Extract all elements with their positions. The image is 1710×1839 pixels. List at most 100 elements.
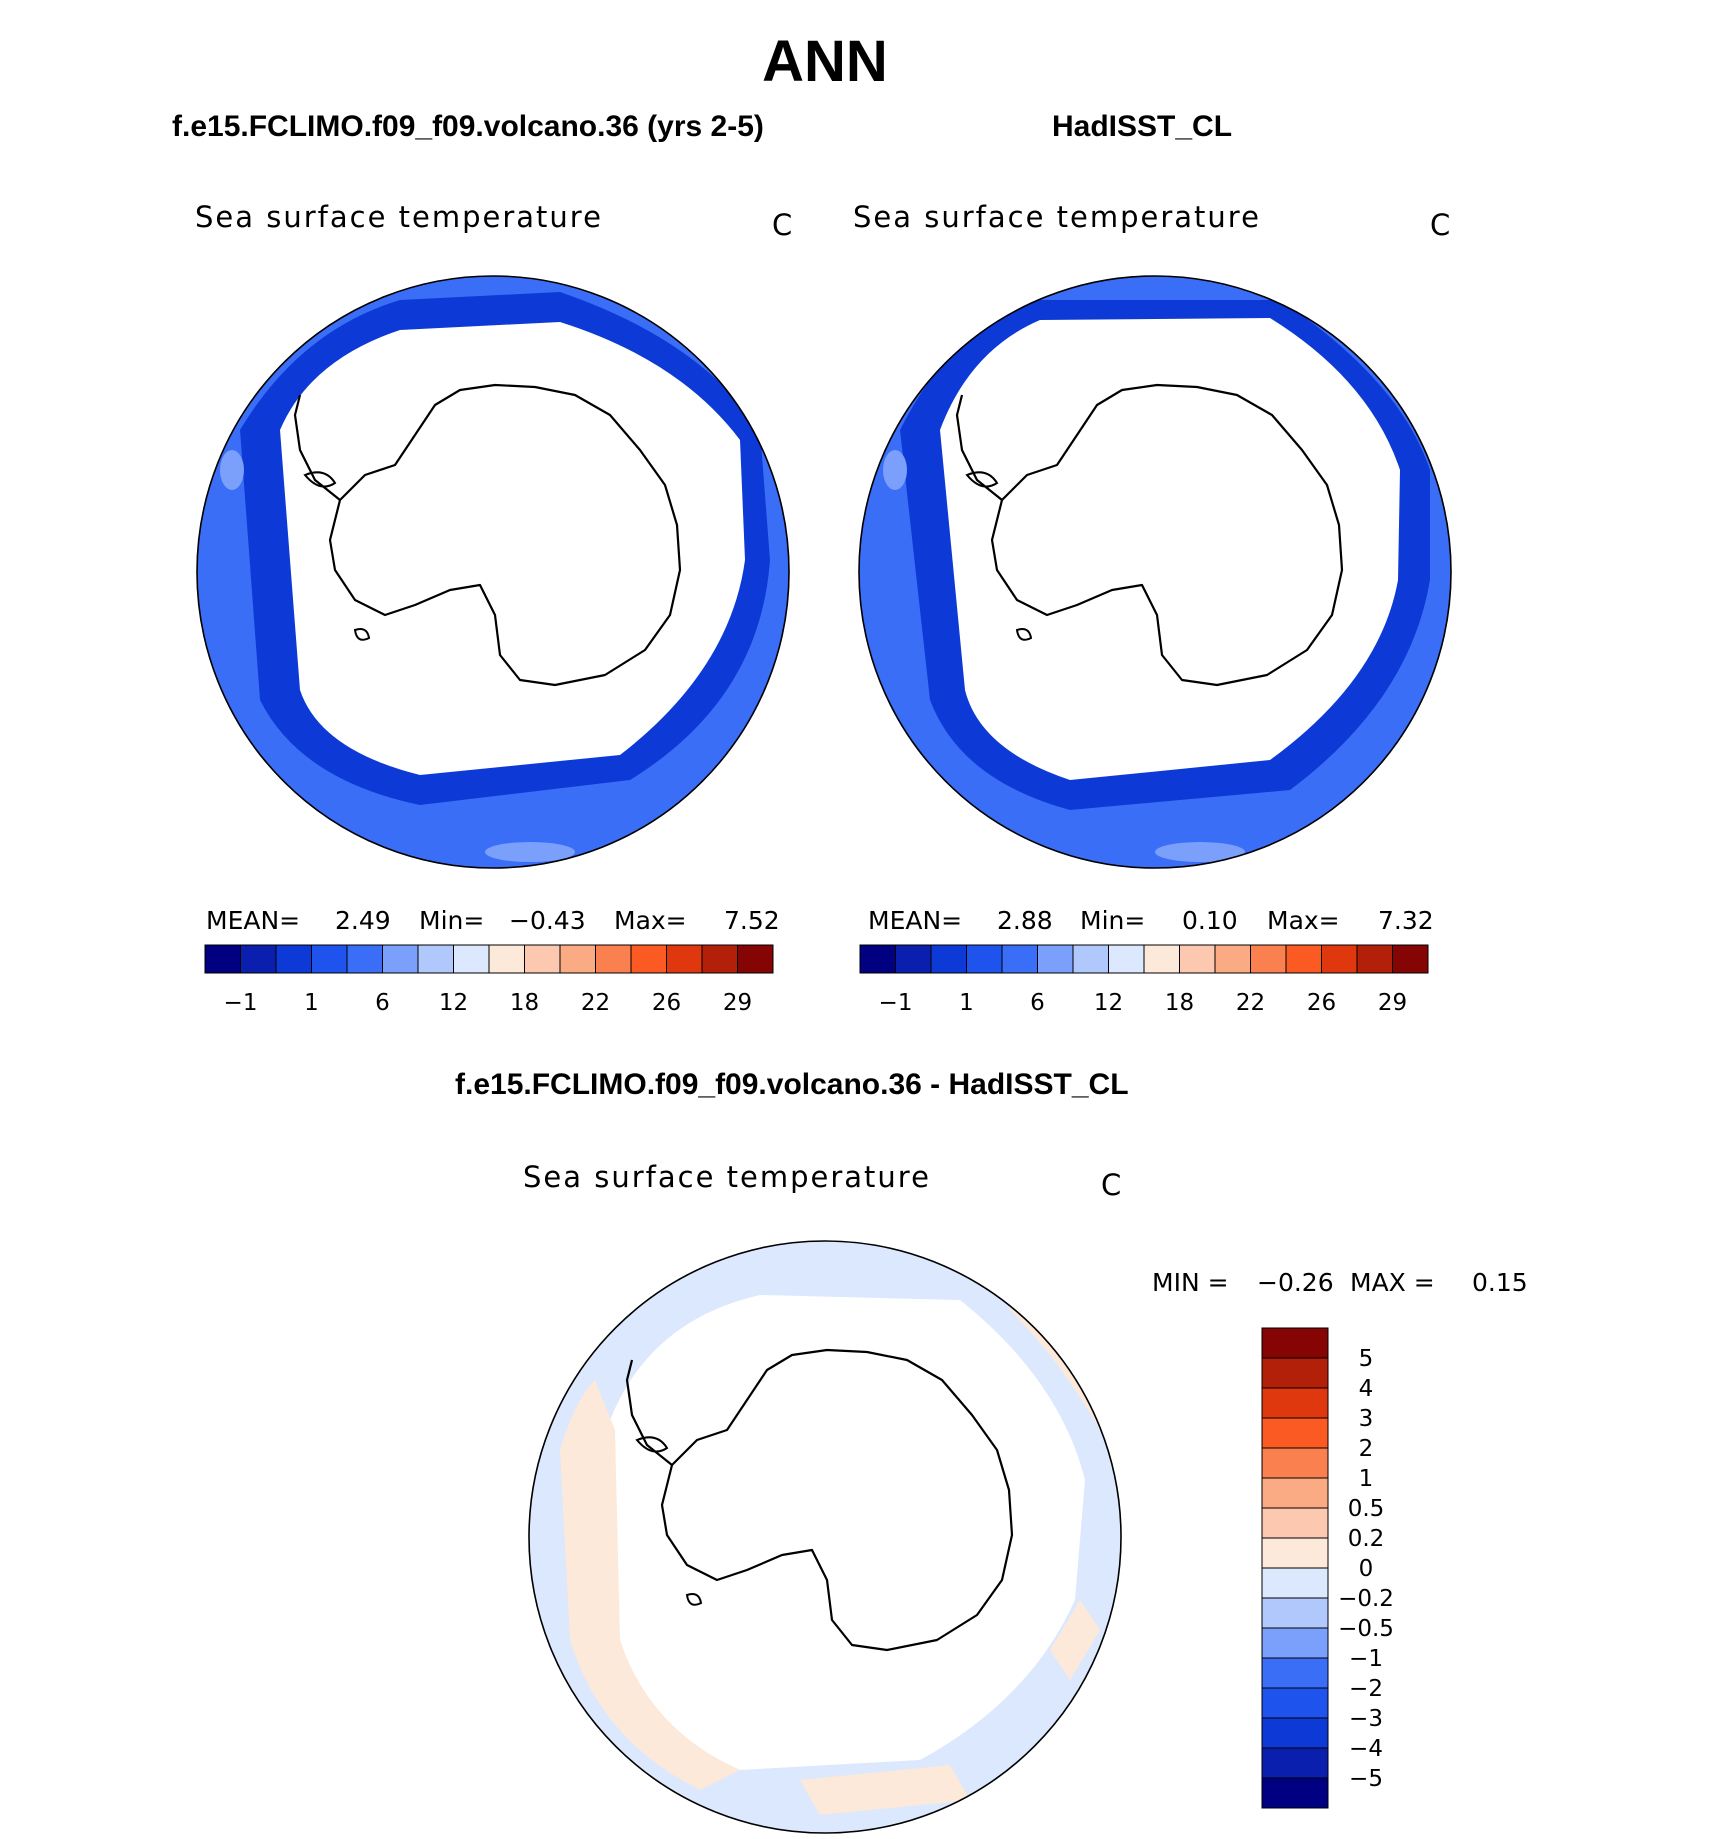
- panel-2-map-border: [858, 275, 1452, 869]
- panel-2-unit: C: [1430, 208, 1451, 242]
- panel-1-colorbar-swatch: [204, 944, 241, 974]
- panel-2-colorbar-swatch: [1250, 944, 1287, 974]
- panel-3-colorbar-swatch: [1261, 1597, 1329, 1629]
- panel-1-colorbar-swatch: [595, 944, 632, 974]
- panel-1-colorbar-swatch: [275, 944, 312, 974]
- panel-1-colorbar-swatch: [382, 944, 419, 974]
- panel-3-diff-positive-4: [800, 1765, 970, 1815]
- panel-1-colorbar-tick-label: 18: [510, 990, 539, 1016]
- panel-2-colorbar-swatch: [1143, 944, 1180, 974]
- panel-3-title: f.e15.FCLIMO.f09_f09.volcano.36 - HadISS…: [455, 1068, 1129, 1101]
- panel-3-colorbar-swatch: [1261, 1627, 1329, 1659]
- panel-3-colorbar-tick-label: 0: [1359, 1556, 1374, 1582]
- panel-3-colorbar-swatch: [1261, 1357, 1329, 1389]
- panel-1-min-label: Min=: [419, 906, 485, 935]
- panel-2-colorbar-swatch: [895, 944, 932, 974]
- panel-1-mean-label: MEAN=: [206, 906, 301, 935]
- panel-3-colorbar-swatch: [1261, 1417, 1329, 1449]
- panel-3-min-label: MIN =: [1152, 1268, 1229, 1297]
- panel-3-colorbar-swatch: [1261, 1567, 1329, 1599]
- panel-3-colorbar: −5 −4 −3 −2 −1 −0.5 −0.2 0 0.2 0.5 1 2 3 4 5: [1261, 1327, 1394, 1809]
- panel-3-colorbar-tick-label: 5: [1359, 1346, 1374, 1372]
- panel-3-colorbar-tick-label: −5: [1349, 1766, 1383, 1792]
- panel-3-colorbar-swatch: [1261, 1447, 1329, 1479]
- panel-1-max-value: 7.52: [724, 906, 780, 935]
- panel-3-colorbar-swatch: [1261, 1687, 1329, 1719]
- panel-2-colorbar-swatch: [1179, 944, 1216, 974]
- panel-2-max-label: Max=: [1267, 906, 1340, 935]
- panel-1-colorbar-swatch: [630, 944, 667, 974]
- panel-1-colorbar-swatch: [453, 944, 490, 974]
- panel-2-max-value: 7.32: [1378, 906, 1434, 935]
- panel-2-ocean-light: [883, 450, 907, 490]
- panel-2-ocean-light-2: [1155, 842, 1245, 862]
- panel-1-colorbar-swatch: [524, 944, 561, 974]
- panel-3-max-label: MAX =: [1350, 1268, 1435, 1297]
- panel-1-colorbar-tick-label: 29: [723, 990, 752, 1016]
- panel-3-colorbar-swatch: [1261, 1477, 1329, 1509]
- panel-2-field-name: Sea surface temperature: [853, 200, 1261, 234]
- panel-1-colorbar-tick-label: 22: [581, 990, 610, 1016]
- panel-2-colorbar-swatch: [966, 944, 1003, 974]
- panel-3-colorbar-tick-label: 0.5: [1348, 1496, 1385, 1522]
- panel-2-min-value: 0.10: [1182, 906, 1238, 935]
- panel-1-map-border: [196, 275, 790, 869]
- panel-2-colorbar: −1 1 6 12 18 22 26 29: [859, 944, 1429, 1016]
- panel-3-colorbar-tick-label: 3: [1359, 1406, 1374, 1432]
- panel-1-colorbar-tick-label: −1: [224, 990, 258, 1016]
- panel-3-colorbar-tick-label: −1: [1349, 1646, 1383, 1672]
- figure-title: ANN: [762, 29, 888, 94]
- panel-3-colorbar-swatch: [1261, 1717, 1329, 1749]
- panel-2-colorbar-swatch: [1108, 944, 1145, 974]
- panel-3-colorbar-tick-label: −0.2: [1338, 1586, 1394, 1612]
- panel-1-colorbar-tick-label: 26: [652, 990, 681, 1016]
- panel-3-colorbar-tick-label: −3: [1349, 1706, 1383, 1732]
- panel-2-colorbar-tick-label: 26: [1307, 990, 1336, 1016]
- panel-2-colorbar-tick-label: 12: [1094, 990, 1123, 1016]
- panel-2-title: HadISST_CL: [1052, 110, 1233, 143]
- panel-1-colorbar-swatch: [488, 944, 525, 974]
- panel-2-colorbar-swatch: [1392, 944, 1429, 974]
- panel-3-diff-positive-3: [1050, 1600, 1100, 1680]
- panel-2-mean-label: MEAN=: [868, 906, 963, 935]
- panel-3-colorbar-swatch: [1261, 1537, 1329, 1569]
- panel-3-max-value: 0.15: [1472, 1268, 1528, 1297]
- panel-3-colorbar-tick-label: −0.5: [1338, 1616, 1394, 1642]
- panel-1-colorbar-swatch: [240, 944, 277, 974]
- panel-2-colorbar-swatch: [1072, 944, 1109, 974]
- panel-3-colorbar-tick-label: 2: [1359, 1436, 1374, 1462]
- panel-1-colorbar-tick-label: 6: [375, 990, 390, 1016]
- panel-3-diff-positive: [560, 1380, 740, 1790]
- panel-2-colorbar-tick-label: 18: [1165, 990, 1194, 1016]
- panel-1-colorbar-swatch: [737, 944, 774, 974]
- panel-2-colorbar-swatch: [1356, 944, 1393, 974]
- panel-3-colorbar-swatch: [1261, 1747, 1329, 1779]
- panel-1-field-name: Sea surface temperature: [195, 200, 603, 234]
- panel-3-colorbar-tick-label: −2: [1349, 1676, 1383, 1702]
- panel-3-colorbar-swatch: [1261, 1387, 1329, 1419]
- panel-3-colorbar-tick-label: −4: [1349, 1736, 1383, 1762]
- panel-1-min-value: −0.43: [509, 906, 586, 935]
- panel-2-colorbar-tick-label: 29: [1378, 990, 1407, 1016]
- panel-1-colorbar-swatch: [666, 944, 703, 974]
- panel-1-colorbar-tick-label: 1: [304, 990, 319, 1016]
- panel-2-colorbar-tick-label: −1: [879, 990, 913, 1016]
- panel-2-colorbar-swatch: [930, 944, 967, 974]
- panel-2-colorbar-swatch: [1037, 944, 1074, 974]
- panel-3-colorbar-swatch: [1261, 1657, 1329, 1689]
- panel-1-colorbar: −1 1 6 12 18 22 26 29: [204, 944, 774, 1016]
- panel-2-colorbar-swatch: [1214, 944, 1251, 974]
- panel-1-colorbar-swatch: [559, 944, 596, 974]
- panel-1-max-label: Max=: [614, 906, 687, 935]
- panel-3-min-value: −0.26: [1257, 1268, 1334, 1297]
- panel-2-colorbar-swatch: [859, 944, 896, 974]
- panel-1-colorbar-swatch: [311, 944, 348, 974]
- panel-1-mean-value: 2.49: [335, 906, 391, 935]
- panel-3-field-name: Sea surface temperature: [523, 1160, 931, 1194]
- panel-1-ocean-light: [220, 450, 244, 490]
- panel-1-ocean-light-2: [485, 842, 575, 862]
- panel-2-min-label: Min=: [1080, 906, 1146, 935]
- panel-3-colorbar-swatch: [1261, 1777, 1329, 1809]
- panel-1-colorbar-tick-label: 12: [439, 990, 468, 1016]
